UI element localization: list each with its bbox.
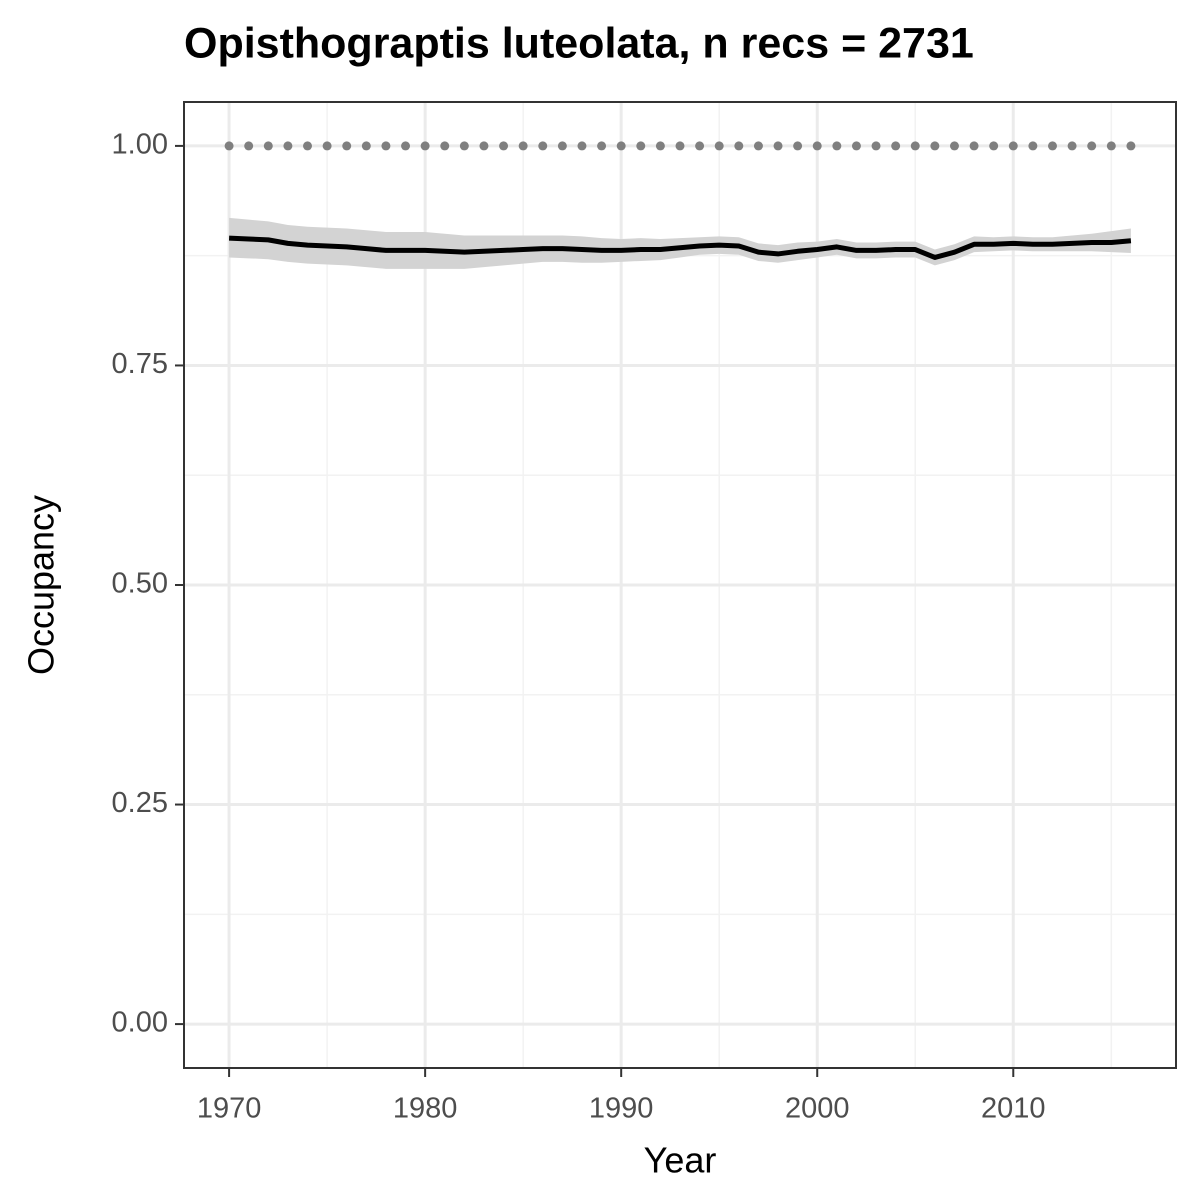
reference-dot <box>303 141 313 151</box>
reference-dot <box>459 141 469 151</box>
reference-dot <box>930 141 940 151</box>
reference-dot <box>1087 141 1097 151</box>
reference-dot <box>949 141 959 151</box>
reference-dot <box>244 141 254 151</box>
y-tick-label: 0.25 <box>112 787 168 819</box>
reference-dot <box>793 141 803 151</box>
x-axis-label: Year <box>644 1140 717 1181</box>
reference-dot <box>773 141 783 151</box>
reference-dot <box>1008 141 1018 151</box>
reference-dot <box>440 141 450 151</box>
reference-dot <box>263 141 273 151</box>
trend-line <box>228 235 1132 260</box>
reference-dot <box>499 141 509 151</box>
reference-dot <box>695 141 705 151</box>
x-tick-label: 1970 <box>197 1093 262 1125</box>
x-tick-label: 1980 <box>393 1093 458 1125</box>
reference-dot <box>753 141 763 151</box>
reference-dot <box>655 141 665 151</box>
reference-dot <box>1106 141 1116 151</box>
reference-dot <box>401 141 411 151</box>
reference-dot <box>557 141 567 151</box>
reference-dot <box>381 141 391 151</box>
x-tick-label: 2010 <box>981 1093 1046 1125</box>
reference-dot <box>636 141 646 151</box>
x-tick-label: 1990 <box>589 1093 654 1125</box>
reference-dot <box>989 141 999 151</box>
reference-dot <box>479 141 489 151</box>
reference-dot <box>322 141 332 151</box>
reference-dot <box>361 141 371 151</box>
reference-dot <box>1126 141 1136 151</box>
reference-dot <box>675 141 685 151</box>
reference-dot <box>1067 141 1077 151</box>
y-axis-label: Occupancy <box>21 495 62 675</box>
reference-dot <box>871 141 881 151</box>
reference-dot <box>342 141 352 151</box>
reference-dot <box>518 141 528 151</box>
y-tick-label: 0.75 <box>112 348 168 380</box>
reference-dot <box>224 141 234 151</box>
y-tick-label: 1.00 <box>112 129 168 161</box>
confidence-ribbon <box>229 217 1131 269</box>
reference-dot <box>420 141 430 151</box>
reference-dot <box>812 141 822 151</box>
reference-dot <box>891 141 901 151</box>
reference-dot <box>851 141 861 151</box>
reference-dot <box>616 141 626 151</box>
reference-dot <box>734 141 744 151</box>
panel-border <box>183 101 1177 1069</box>
reference-dot <box>714 141 724 151</box>
y-tick-label: 0.50 <box>112 568 168 600</box>
reference-dot <box>1047 141 1057 151</box>
reference-dot <box>577 141 587 151</box>
reference-dot <box>283 141 293 151</box>
reference-dot <box>597 141 607 151</box>
reference-dot <box>910 141 920 151</box>
reference-dot <box>832 141 842 151</box>
x-tick-label: 2000 <box>785 1093 850 1125</box>
reference-dot <box>969 141 979 151</box>
reference-dot <box>1028 141 1038 151</box>
reference-dot <box>538 141 548 151</box>
y-tick-label: 0.00 <box>112 1007 168 1039</box>
chart-title: Opisthograptis luteolata, n recs = 2731 <box>184 19 974 67</box>
